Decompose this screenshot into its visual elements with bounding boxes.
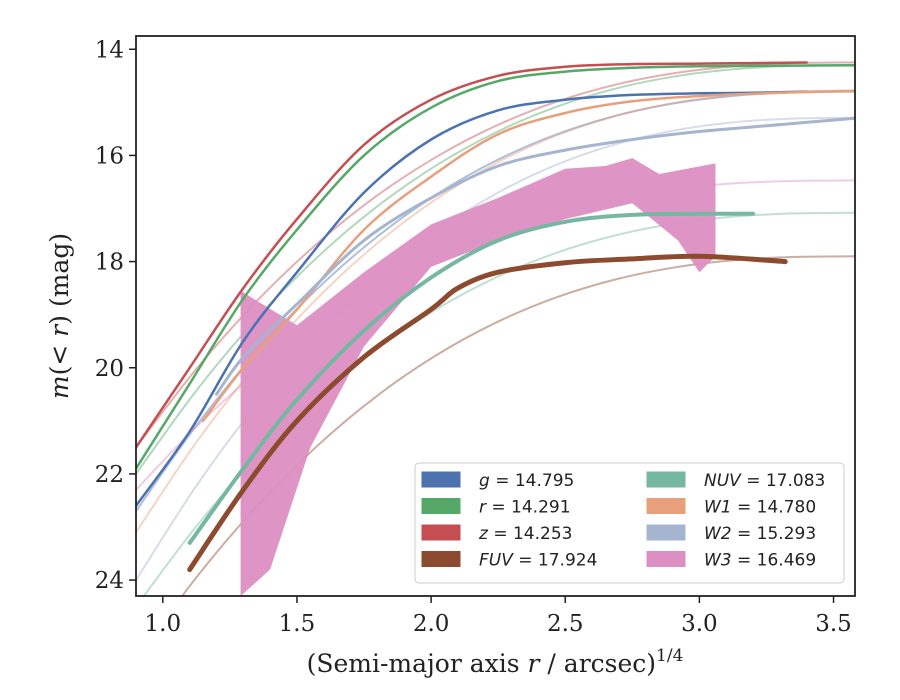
y-tick-label: 22 xyxy=(95,462,124,488)
x-tick-label: 2.5 xyxy=(547,611,584,637)
legend-band-name: W2 xyxy=(704,524,732,544)
legend-band-name: W1 xyxy=(704,498,732,518)
legend-label-g: g = 14.795 xyxy=(479,471,574,491)
legend-label-z: z = 14.253 xyxy=(478,524,572,544)
y-tick-label: 16 xyxy=(95,143,124,169)
x-tick-label: 1.0 xyxy=(145,611,182,637)
w3-uncertainty-band xyxy=(240,158,716,596)
legend-swatch-fuv xyxy=(421,551,461,567)
series-line-nuv xyxy=(187,211,756,545)
legend-swatch-nuv xyxy=(646,471,686,488)
legend-band-name: NUV xyxy=(704,471,742,491)
series-line-r xyxy=(136,63,855,470)
legend-band-name: z xyxy=(478,524,489,544)
y-tick-label: 18 xyxy=(95,250,124,276)
legend-frame xyxy=(414,462,845,584)
series-line-w2 xyxy=(215,116,855,396)
series-line-z xyxy=(136,61,808,449)
x-tick-label: 3.5 xyxy=(815,611,852,637)
y-axis-title-m: m xyxy=(45,375,74,399)
legend-swatch-z xyxy=(421,524,461,541)
y-axis-title-r: r xyxy=(45,323,74,337)
legend-label-w3: W3 = 16.469 xyxy=(704,551,816,571)
y-axis-title-lt: < xyxy=(45,337,74,366)
legend-magnitude: = 15.293 xyxy=(732,524,817,544)
legend-magnitude: = 17.083 xyxy=(741,471,826,491)
series-line-fuv xyxy=(187,253,788,572)
legend-label-r: r = 14.291 xyxy=(479,498,571,518)
x-tick-label: 2.0 xyxy=(413,611,450,637)
legend-label-nuv: NUV = 17.083 xyxy=(704,471,825,491)
y-tick-label: 24 xyxy=(95,568,124,594)
legend-swatch-w2 xyxy=(646,524,686,541)
legend-swatch-w1 xyxy=(646,498,686,514)
y-axis-title: m(< r) (mag) xyxy=(45,233,74,399)
y-tick-label: 14 xyxy=(95,37,124,63)
legend-band-name: g xyxy=(479,471,490,491)
y-axis-ticks: 14 16 18 20 22 24 xyxy=(95,37,136,594)
legend-band-name: FUV xyxy=(479,551,514,571)
legend-magnitude: = 14.780 xyxy=(732,498,817,518)
legend-band-name: W3 xyxy=(704,551,732,571)
series-line-w1 xyxy=(201,89,855,423)
y-axis-title-unit: (mag) xyxy=(45,233,74,315)
legend-magnitude: = 14.795 xyxy=(490,471,575,491)
legend-magnitude: = 14.291 xyxy=(486,498,571,518)
x-tick-label: 1.5 xyxy=(279,611,316,637)
x-axis-title-var: r xyxy=(528,649,542,678)
profile-lines xyxy=(136,61,855,572)
legend-swatch-r xyxy=(421,498,461,514)
legend-swatch-w3 xyxy=(646,551,686,567)
y-axis-title-paren-close: ) xyxy=(45,315,74,325)
legend-magnitude: = 14.253 xyxy=(488,524,573,544)
y-tick-label: 20 xyxy=(95,356,124,382)
x-axis-title-exponent: 1/4 xyxy=(656,646,683,666)
legend-magnitude: = 16.469 xyxy=(732,551,817,571)
legend-band-name: r xyxy=(479,498,487,518)
x-axis-title: (Semi-major axis r / arcsec)1/4 xyxy=(307,646,684,678)
band-w3 xyxy=(240,158,716,596)
legend-swatch-g xyxy=(421,471,461,488)
x-axis-ticks: 1.0 1.5 2.0 2.5 3.0 3.5 xyxy=(145,596,852,637)
x-axis-title-unit: / arcsec) xyxy=(539,649,656,678)
plot-frame xyxy=(135,35,856,597)
legend-label-w2: W2 = 15.293 xyxy=(704,524,816,544)
legend-magnitude: = 17.924 xyxy=(513,551,598,571)
legend-label-fuv: FUV = 17.924 xyxy=(479,551,597,571)
y-axis-title-paren-open: ( xyxy=(45,366,74,376)
series-line-g xyxy=(136,90,808,508)
x-axis-title-main: (Semi-major axis xyxy=(307,649,528,678)
legend-label-w1: W1 = 14.780 xyxy=(704,498,816,518)
x-tick-label: 3.0 xyxy=(681,611,718,637)
